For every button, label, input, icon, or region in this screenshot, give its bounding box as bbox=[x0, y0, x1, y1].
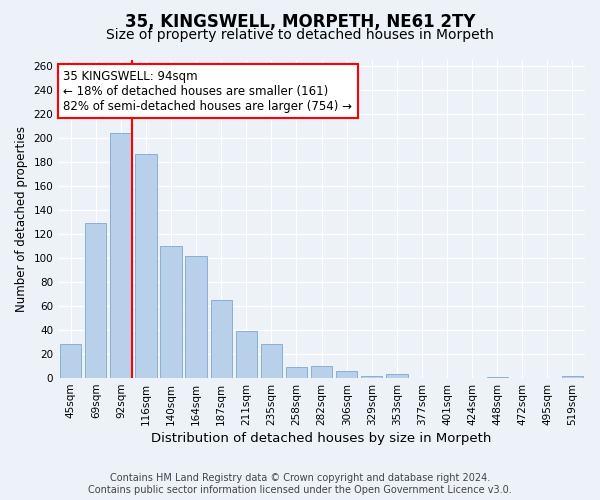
Bar bbox=[286, 368, 307, 378]
Bar bbox=[562, 376, 583, 378]
Bar bbox=[386, 374, 407, 378]
Bar bbox=[311, 366, 332, 378]
Text: Size of property relative to detached houses in Morpeth: Size of property relative to detached ho… bbox=[106, 28, 494, 42]
Bar bbox=[211, 300, 232, 378]
Bar bbox=[487, 377, 508, 378]
Text: 35, KINGSWELL, MORPETH, NE61 2TY: 35, KINGSWELL, MORPETH, NE61 2TY bbox=[125, 12, 475, 30]
Bar bbox=[261, 344, 282, 378]
Bar bbox=[85, 223, 106, 378]
Bar bbox=[110, 133, 131, 378]
Bar bbox=[136, 154, 157, 378]
Bar bbox=[336, 371, 358, 378]
Y-axis label: Number of detached properties: Number of detached properties bbox=[15, 126, 28, 312]
X-axis label: Distribution of detached houses by size in Morpeth: Distribution of detached houses by size … bbox=[151, 432, 492, 445]
Bar bbox=[160, 246, 182, 378]
Bar bbox=[185, 256, 207, 378]
Bar bbox=[236, 332, 257, 378]
Text: 35 KINGSWELL: 94sqm
← 18% of detached houses are smaller (161)
82% of semi-detac: 35 KINGSWELL: 94sqm ← 18% of detached ho… bbox=[64, 70, 352, 112]
Bar bbox=[60, 344, 82, 378]
Bar bbox=[361, 376, 382, 378]
Text: Contains HM Land Registry data © Crown copyright and database right 2024.
Contai: Contains HM Land Registry data © Crown c… bbox=[88, 474, 512, 495]
